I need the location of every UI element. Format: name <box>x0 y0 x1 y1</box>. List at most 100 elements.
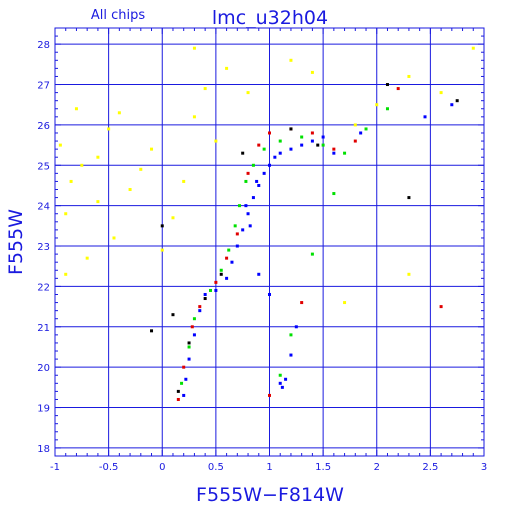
data-point <box>310 131 314 135</box>
data-point <box>289 353 293 357</box>
data-point <box>255 179 259 183</box>
data-point <box>117 111 121 115</box>
data-point <box>150 329 154 333</box>
data-point <box>187 357 191 361</box>
data-point <box>182 179 186 183</box>
data-point <box>192 115 196 119</box>
data-point <box>332 147 336 151</box>
data-point <box>246 212 250 216</box>
data-point <box>300 301 304 305</box>
data-point <box>96 200 100 204</box>
y-axis-label: F555W <box>5 209 27 275</box>
data-point <box>310 70 314 74</box>
data-point <box>385 107 389 111</box>
y-tick-label: 25 <box>37 161 50 172</box>
data-point <box>176 389 180 393</box>
data-point <box>353 123 357 127</box>
data-point <box>439 305 443 309</box>
data-point <box>284 377 288 381</box>
data-point <box>128 188 132 192</box>
data-point <box>192 333 196 337</box>
data-point <box>246 171 250 175</box>
data-point <box>233 224 237 228</box>
data-point <box>280 385 284 389</box>
data-point <box>423 115 427 119</box>
data-point <box>171 313 175 317</box>
data-point <box>214 288 218 292</box>
data-point <box>268 393 271 397</box>
data-point <box>74 107 78 111</box>
data-point <box>353 139 357 143</box>
data-point <box>198 305 202 309</box>
data-point <box>244 179 248 183</box>
data-point <box>343 151 347 155</box>
chart-subtitle: All chips <box>91 8 145 23</box>
data-point <box>176 397 180 401</box>
y-tick-label: 19 <box>37 404 50 415</box>
data-point <box>96 155 100 159</box>
data-point <box>192 46 196 50</box>
data-point <box>332 151 336 155</box>
data-point <box>160 224 164 228</box>
y-tick-label: 18 <box>37 444 50 455</box>
data-point <box>69 179 73 183</box>
data-point <box>450 103 454 107</box>
data-point <box>321 143 325 147</box>
data-point <box>310 252 314 256</box>
data-point <box>182 393 186 397</box>
data-point <box>439 91 443 95</box>
data-point <box>230 260 234 264</box>
data-point <box>237 204 241 208</box>
data-point <box>268 292 271 296</box>
data-point <box>262 147 266 151</box>
x-tick-label: -0.5 <box>99 462 119 473</box>
data-point <box>203 87 207 91</box>
data-point <box>257 143 261 147</box>
data-point <box>203 297 207 301</box>
data-point <box>203 292 207 296</box>
data-point <box>187 345 191 349</box>
data-point <box>107 127 111 131</box>
x-tick-label: 1.5 <box>315 462 331 473</box>
grid-lines <box>55 28 484 456</box>
data-point <box>241 228 245 232</box>
data-point <box>192 317 196 321</box>
data-point <box>171 216 175 220</box>
data-point <box>321 135 325 139</box>
data-point <box>180 381 184 385</box>
data-point <box>251 163 255 167</box>
x-tick-label: 0 <box>159 462 165 473</box>
data-point <box>278 373 282 377</box>
x-tick-label: -1 <box>50 462 60 473</box>
data-point <box>225 66 229 70</box>
chart-title: lmc_u32h04 <box>212 7 328 29</box>
data-point <box>300 135 304 139</box>
data-point <box>455 99 459 103</box>
data-point <box>262 171 266 175</box>
y-tick-label: 24 <box>37 202 50 213</box>
x-tick-label: 1 <box>266 462 272 473</box>
data-point <box>225 256 229 260</box>
x-tick-label: 2.5 <box>422 462 438 473</box>
data-point <box>85 256 89 260</box>
data-point <box>471 46 475 50</box>
data-point <box>289 333 293 337</box>
x-tick-label: 3 <box>481 462 487 473</box>
data-point <box>278 139 282 143</box>
y-tick-label: 28 <box>37 40 50 51</box>
data-point <box>257 272 261 276</box>
data-point <box>332 192 336 196</box>
data-point <box>58 143 62 147</box>
data-point <box>64 212 68 216</box>
data-point <box>268 163 271 167</box>
data-point <box>214 139 218 143</box>
data-point <box>364 127 368 131</box>
y-tick-label: 20 <box>37 363 50 374</box>
data-point <box>190 325 194 329</box>
data-point <box>407 196 411 200</box>
data-point <box>343 301 347 305</box>
y-tick-label: 27 <box>37 81 50 92</box>
data-point <box>407 74 411 78</box>
data-point <box>294 325 298 329</box>
